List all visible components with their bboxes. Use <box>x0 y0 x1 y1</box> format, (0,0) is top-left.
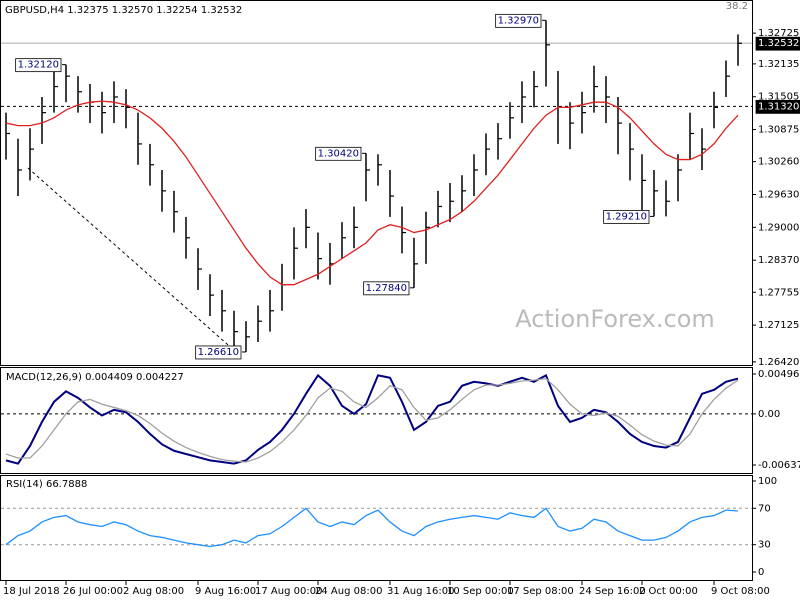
chart-title: GBPUSD,H4 1.32375 1.32570 1.32254 1.3253… <box>5 5 242 16</box>
series-line <box>5 507 739 548</box>
y-tick-label: 0.00 <box>758 409 780 420</box>
y-tick-label: 0 <box>758 567 764 578</box>
y-tick-label: 1.28370 <box>758 255 799 266</box>
annotation-label: 1.32970 <box>498 15 539 26</box>
annotation-label: 1.27840 <box>366 283 407 294</box>
corner-note: 38.2 <box>726 1 748 12</box>
y-tick-label: 1.27755 <box>758 287 799 298</box>
y-tick-label: 1.32725 <box>758 28 799 39</box>
series-line <box>5 100 739 286</box>
annotation-label-box <box>363 281 410 296</box>
y-tick-label: 1.30260 <box>758 157 799 168</box>
x-tick-label: 31 Aug 16:00 <box>387 586 454 597</box>
last-price-label-box <box>755 36 800 51</box>
level-label-box <box>755 99 800 114</box>
x-tick-label: 9 Oct 08:00 <box>711 586 770 597</box>
x-tick-label: 18 Jul 2018 <box>3 586 60 597</box>
x-tick-label: 24 Aug 08:00 <box>315 586 382 597</box>
series-line <box>5 373 739 465</box>
rsi-panel-frame <box>0 475 753 581</box>
annotation-label-box <box>195 345 242 360</box>
y-tick-label: 1.29630 <box>758 189 799 200</box>
x-tick-label: 24 Sep 16:00 <box>579 586 646 597</box>
last-price-label: 1.32532 <box>758 38 799 49</box>
y-tick-label: -0.006372 <box>758 460 800 471</box>
annotation-label: 1.30420 <box>318 148 359 159</box>
annotation-label-box <box>603 209 650 224</box>
y-tick-label: 1.26420 <box>758 357 799 368</box>
x-tick-label: 17 Sep 08:00 <box>507 586 574 597</box>
x-tick-label: 9 Aug 16:00 <box>195 586 256 597</box>
y-tick-label: 0.004968 <box>758 369 800 380</box>
annotation-label-box <box>15 58 62 73</box>
y-tick-label: 1.29000 <box>758 222 799 233</box>
y-tick-label: 70 <box>758 503 771 514</box>
annotation-label-box <box>315 146 362 161</box>
rsi-title: RSI(14) 66.7888 <box>6 479 87 490</box>
y-tick-label: 1.31505 <box>758 92 799 103</box>
y-tick-label: 1.27125 <box>758 320 799 331</box>
trend-line <box>27 167 237 353</box>
macd-panel-frame <box>0 367 753 474</box>
x-tick-label: 26 Jul 00:00 <box>63 586 123 597</box>
x-tick-label: 2 Aug 08:00 <box>123 586 184 597</box>
watermark: ActionForex.com <box>515 305 715 333</box>
annotation-label: 1.29210 <box>606 211 647 222</box>
annotation-label: 1.32120 <box>18 60 59 71</box>
series-line <box>5 377 739 463</box>
y-tick-label: 1.30875 <box>758 125 799 136</box>
y-tick-label: 30 <box>758 540 771 551</box>
x-tick-label: 10 Sep 00:00 <box>447 586 514 597</box>
annotation-label-box <box>495 13 542 28</box>
annotation-label: 1.26610 <box>198 347 239 358</box>
y-tick-label: 100 <box>758 476 777 487</box>
y-tick-label: 1.32135 <box>758 59 799 70</box>
level-label: 1.31320 <box>758 101 799 112</box>
price-panel-frame <box>0 0 753 366</box>
x-tick-label: 17 Aug 00:00 <box>255 586 322 597</box>
x-tick-label: 2 Oct 00:00 <box>639 586 698 597</box>
macd-title: MACD(12,26,9) 0.004409 0.004227 <box>6 372 184 383</box>
